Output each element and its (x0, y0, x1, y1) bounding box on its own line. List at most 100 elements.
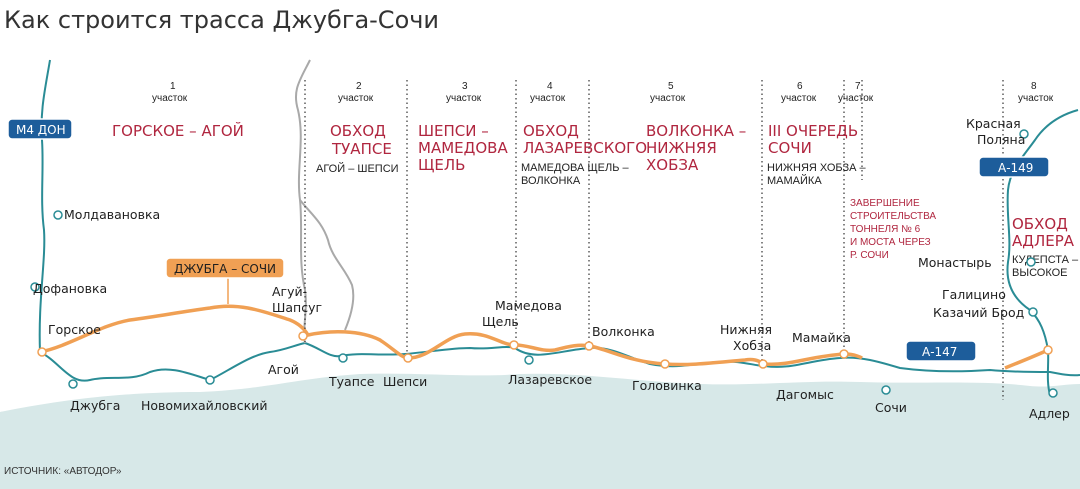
map-title: Как строится трасса Джубга-Сочи (4, 6, 439, 34)
section-name: ЩЕЛЬ (418, 156, 465, 174)
note-line: ТОННЕЛЯ № 6 (850, 224, 921, 235)
section-7: 7 участок (838, 81, 874, 104)
marker-sochi (881, 385, 891, 395)
section-2: 2 участок ОБХОД ТУАПСЕ АГОЙ – ШЕПСИ (316, 81, 399, 175)
marker-kazachiy-brod (1028, 307, 1038, 317)
marker-moldavanovka (53, 210, 63, 220)
section-number: 1 (170, 81, 176, 92)
marker-tuapse (338, 353, 348, 363)
section-3: 3 участок ШЕПСИ – МАМЕДОВА ЩЕЛЬ (418, 81, 508, 174)
section-sublabel: КУДЕПСТА – (1012, 254, 1079, 266)
section-label: участок (650, 93, 686, 104)
section-name: III ОЧЕРЕДЬ (768, 122, 858, 140)
note-line: Р. СОЧИ (850, 250, 889, 261)
place-dzhubga: Джубга (70, 398, 120, 413)
section-name: ОБХОД (1012, 215, 1068, 233)
place-agui-shapsug: Шапсуг (272, 300, 322, 315)
section-1: 1 участок ГОРСКОЕ – АГОЙ (112, 81, 244, 140)
note-line: СТРОИТЕЛЬСТВА (850, 211, 936, 222)
section-name: АДЛЕРА (1012, 232, 1075, 250)
marker-shepsi (403, 353, 413, 363)
place-krasnaya-polyana: Поляна (977, 132, 1025, 147)
section-number: 2 (356, 81, 362, 92)
place-gorskoe: Горское (48, 322, 101, 337)
road-to-m4 (38, 59, 51, 353)
mountain-road-2 (299, 199, 355, 331)
section-6: 6 участок III ОЧЕРЕДЬ СОЧИ НИЖНЯЯ ХОБЗА … (767, 81, 867, 187)
place-mamedova-shchel: Мамедова (495, 298, 562, 313)
section-name: ОБХОД (523, 122, 579, 140)
place-nizhnyaya-khobza: Хобза (733, 338, 771, 353)
section-8: 8 участок ОБХОД АДЛЕРА КУДЕПСТА – ВЫСОКО… (1012, 81, 1079, 279)
place-lazarevskoe: Лазаревское (508, 372, 592, 387)
note-line: ЗАВЕРШЕНИЕ (850, 198, 920, 209)
section-number: 5 (668, 81, 674, 92)
a147-badge: А-147 (905, 340, 977, 362)
badge-label: А-147 (922, 345, 957, 359)
section-label: участок (838, 93, 874, 104)
place-dagomys: Дагомыс (776, 387, 834, 402)
place-shepsi: Шепси (383, 374, 427, 389)
place-agoy: Агой (268, 362, 299, 377)
dzhubga-sochi-badge: ДЖУБГА – СОЧИ (165, 257, 285, 304)
section-label: участок (446, 93, 482, 104)
section-label: участок (530, 93, 566, 104)
place-adler: Адлер (1029, 406, 1070, 421)
section-label: участок (1018, 93, 1054, 104)
section-name: ВОЛКОНКА – (646, 122, 746, 140)
badge-label: ДЖУБГА – СОЧИ (174, 262, 276, 276)
section-number: 4 (547, 81, 553, 92)
section-sublabel: МАМАЙКА (767, 174, 822, 187)
marker-golovinka (660, 359, 670, 369)
marker-mamedova-shchel (509, 340, 519, 350)
marker-mamayka (839, 349, 849, 359)
place-galitsino: Галицино (942, 287, 1006, 302)
section-number: 8 (1031, 81, 1037, 92)
section-sublabel: ВОЛКОНКА (521, 175, 581, 187)
section-name: ЛАЗАРЕВСКОГО (523, 139, 647, 157)
place-volkonka: Волконка (592, 324, 655, 339)
marker-vysokoe (1043, 345, 1053, 355)
section-name: СОЧИ (768, 139, 812, 157)
marker-dzhubga (68, 379, 78, 389)
section-number: 6 (797, 81, 803, 92)
section-5: 5 участок ВОЛКОНКА – НИЖНЯЯ ХОБЗА (646, 81, 746, 174)
place-sochi: Сочи (875, 400, 907, 415)
section-sublabel: НИЖНЯЯ ХОБЗА – (767, 162, 867, 174)
marker-dofanovka (30, 282, 40, 292)
a149-badge: А-149 (978, 156, 1050, 178)
marker-nizhnyaya-khobza (758, 359, 768, 369)
note-line: И МОСТА ЧЕРЕЗ (850, 237, 931, 248)
section-name: ХОБЗА (646, 156, 699, 174)
place-tuapse: Туапсе (328, 374, 375, 389)
route-markers (37, 331, 1053, 369)
place-kazachiy-brod: Казачий Брод (933, 305, 1024, 320)
marker-monastyr (1026, 257, 1036, 267)
place-novomikhaylovsky: Новомихайловский (141, 398, 267, 413)
place-nizhnyaya-khobza: Нижняя (720, 322, 772, 337)
section-name: НИЖНЯЯ (646, 139, 717, 157)
place-moldavanovka: Молдавановка (64, 207, 160, 222)
place-dofanovka: Дофановка (33, 281, 107, 296)
badge-label: А-149 (998, 161, 1033, 175)
marker-lazarevskoe (524, 355, 534, 365)
sea (0, 373, 1080, 489)
tunnel-note: ЗАВЕРШЕНИЕ СТРОИТЕЛЬСТВА ТОННЕЛЯ № 6 И М… (850, 198, 936, 261)
settlement-markers (30, 129, 1058, 398)
marker-adler (1048, 388, 1058, 398)
section-label: участок (338, 93, 374, 104)
section-number: 7 (855, 81, 861, 92)
route-dzhubga-sochi (39, 304, 863, 367)
section-name: МАМЕДОВА (418, 139, 508, 157)
badge-label: М4 ДОН (16, 123, 66, 137)
section-sublabel: МАМЕДОВА ЩЕЛЬ – (521, 162, 630, 174)
section-sublabel: АГОЙ – ШЕПСИ (316, 162, 399, 175)
m4-don-badge: М4 ДОН (7, 118, 73, 140)
section-name: ТУАПСЕ (331, 140, 392, 158)
place-agui-shapsug: Агуй- (272, 284, 307, 299)
section-name: ОБХОД (330, 122, 386, 140)
section-name: ШЕПСИ – (418, 122, 489, 140)
route-adler-bypass (1004, 348, 1049, 370)
place-monastyr: Монастырь (918, 255, 992, 270)
